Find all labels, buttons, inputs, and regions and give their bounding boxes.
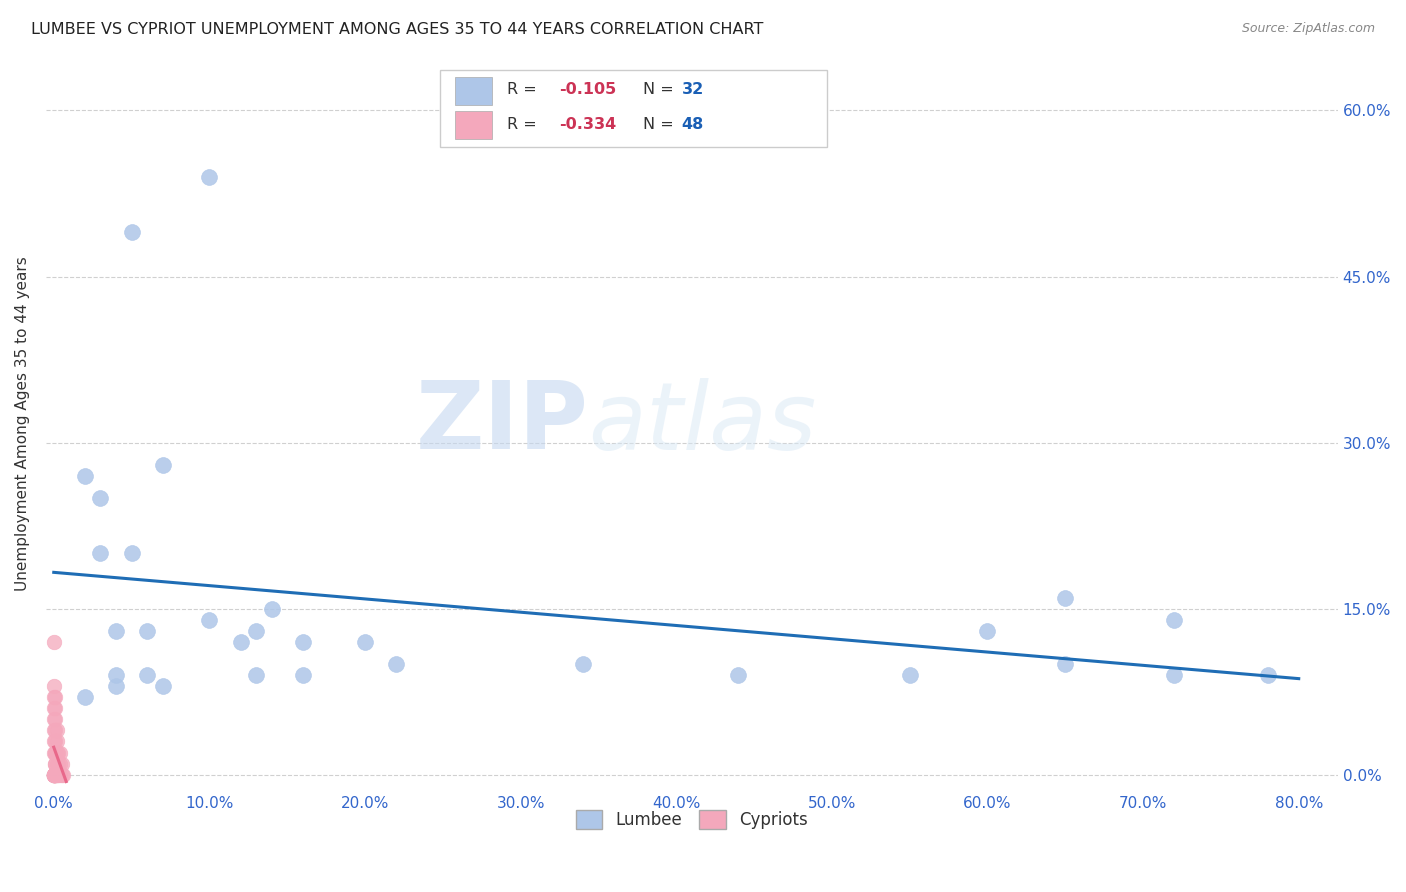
Point [44, 756, 66, 771]
Point [49, 767, 72, 781]
Text: N =: N = [643, 82, 679, 97]
Text: N =: N = [643, 117, 679, 132]
Point [42, 767, 65, 781]
Point [42, 767, 65, 781]
Text: -0.334: -0.334 [558, 117, 616, 132]
Point [229, 635, 252, 649]
Point [42, 767, 65, 781]
Point [51, 756, 73, 771]
Point [1054, 657, 1077, 671]
Point [198, 613, 221, 627]
Point [45, 767, 67, 781]
Point [105, 624, 128, 638]
Point [1163, 668, 1185, 682]
Point [1054, 591, 1077, 605]
Point [42, 690, 65, 705]
Point [73, 690, 96, 705]
Point [44, 723, 66, 738]
Legend: Lumbee, Cypriots: Lumbee, Cypriots [569, 804, 814, 836]
Point [152, 679, 174, 693]
Point [44, 767, 66, 781]
Y-axis label: Unemployment Among Ages 35 to 44 years: Unemployment Among Ages 35 to 44 years [15, 256, 30, 591]
Point [44, 734, 66, 748]
Point [105, 679, 128, 693]
Point [48, 767, 70, 781]
Text: -0.105: -0.105 [558, 82, 616, 97]
Point [152, 458, 174, 472]
Text: 32: 32 [682, 82, 704, 97]
Point [1163, 613, 1185, 627]
Point [121, 546, 143, 560]
Point [42, 767, 65, 781]
Point [44, 712, 66, 726]
Text: R =: R = [508, 82, 541, 97]
Text: 48: 48 [682, 117, 704, 132]
Point [42, 767, 65, 781]
Point [42, 767, 65, 781]
Text: Source: ZipAtlas.com: Source: ZipAtlas.com [1241, 22, 1375, 36]
Text: R =: R = [508, 117, 541, 132]
Point [136, 624, 159, 638]
Point [44, 767, 66, 781]
Point [48, 746, 70, 760]
Point [42, 767, 65, 781]
Point [51, 767, 73, 781]
Point [42, 734, 65, 748]
Point [44, 746, 66, 760]
FancyBboxPatch shape [456, 77, 492, 104]
Point [42, 701, 65, 715]
Point [45, 756, 67, 771]
Point [245, 624, 267, 638]
Point [89, 546, 111, 560]
Point [572, 657, 595, 671]
Text: atlas: atlas [589, 377, 817, 468]
Point [354, 635, 377, 649]
Point [89, 491, 111, 505]
Point [42, 767, 65, 781]
Point [42, 723, 65, 738]
Point [42, 767, 65, 781]
Point [44, 767, 66, 781]
Point [48, 756, 70, 771]
Point [44, 690, 66, 705]
Point [42, 767, 65, 781]
Point [121, 225, 143, 239]
Point [1257, 668, 1279, 682]
Point [260, 601, 283, 615]
Point [45, 767, 67, 781]
FancyBboxPatch shape [456, 112, 492, 139]
Point [42, 679, 65, 693]
Point [44, 756, 66, 771]
Point [42, 767, 65, 781]
Point [898, 668, 921, 682]
Point [45, 723, 67, 738]
Point [73, 468, 96, 483]
Point [49, 746, 72, 760]
Text: ZIP: ZIP [416, 377, 589, 469]
Text: LUMBEE VS CYPRIOT UNEMPLOYMENT AMONG AGES 35 TO 44 YEARS CORRELATION CHART: LUMBEE VS CYPRIOT UNEMPLOYMENT AMONG AGE… [31, 22, 763, 37]
Point [198, 169, 221, 184]
Point [44, 746, 66, 760]
FancyBboxPatch shape [440, 70, 827, 147]
Point [42, 712, 65, 726]
Point [136, 668, 159, 682]
Point [245, 668, 267, 682]
Point [976, 624, 998, 638]
Point [44, 701, 66, 715]
Point [49, 756, 72, 771]
Point [52, 767, 75, 781]
Point [45, 746, 67, 760]
Point [291, 635, 314, 649]
Point [385, 657, 408, 671]
Point [42, 767, 65, 781]
Point [727, 668, 749, 682]
Point [291, 668, 314, 682]
Point [42, 746, 65, 760]
Point [105, 668, 128, 682]
Point [42, 635, 65, 649]
Point [45, 734, 67, 748]
Point [44, 767, 66, 781]
